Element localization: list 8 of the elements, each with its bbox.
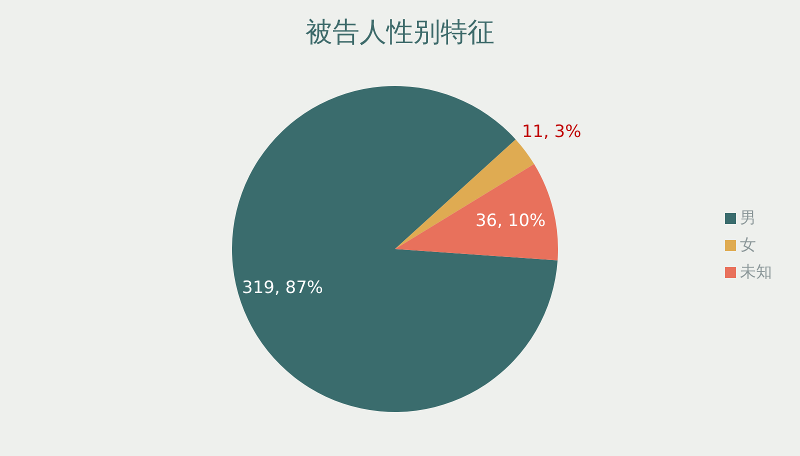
pie-slice <box>395 164 558 260</box>
data-label: 11, 3% <box>522 122 582 142</box>
data-label: 319, 87% <box>242 278 324 298</box>
legend-label: 男 <box>740 208 756 226</box>
legend-label: 女 <box>740 234 756 254</box>
data-label: 36, 10% <box>475 210 546 231</box>
legend-label: 未知 <box>740 262 772 280</box>
chart-title: 被告人性别特征 <box>304 16 496 50</box>
